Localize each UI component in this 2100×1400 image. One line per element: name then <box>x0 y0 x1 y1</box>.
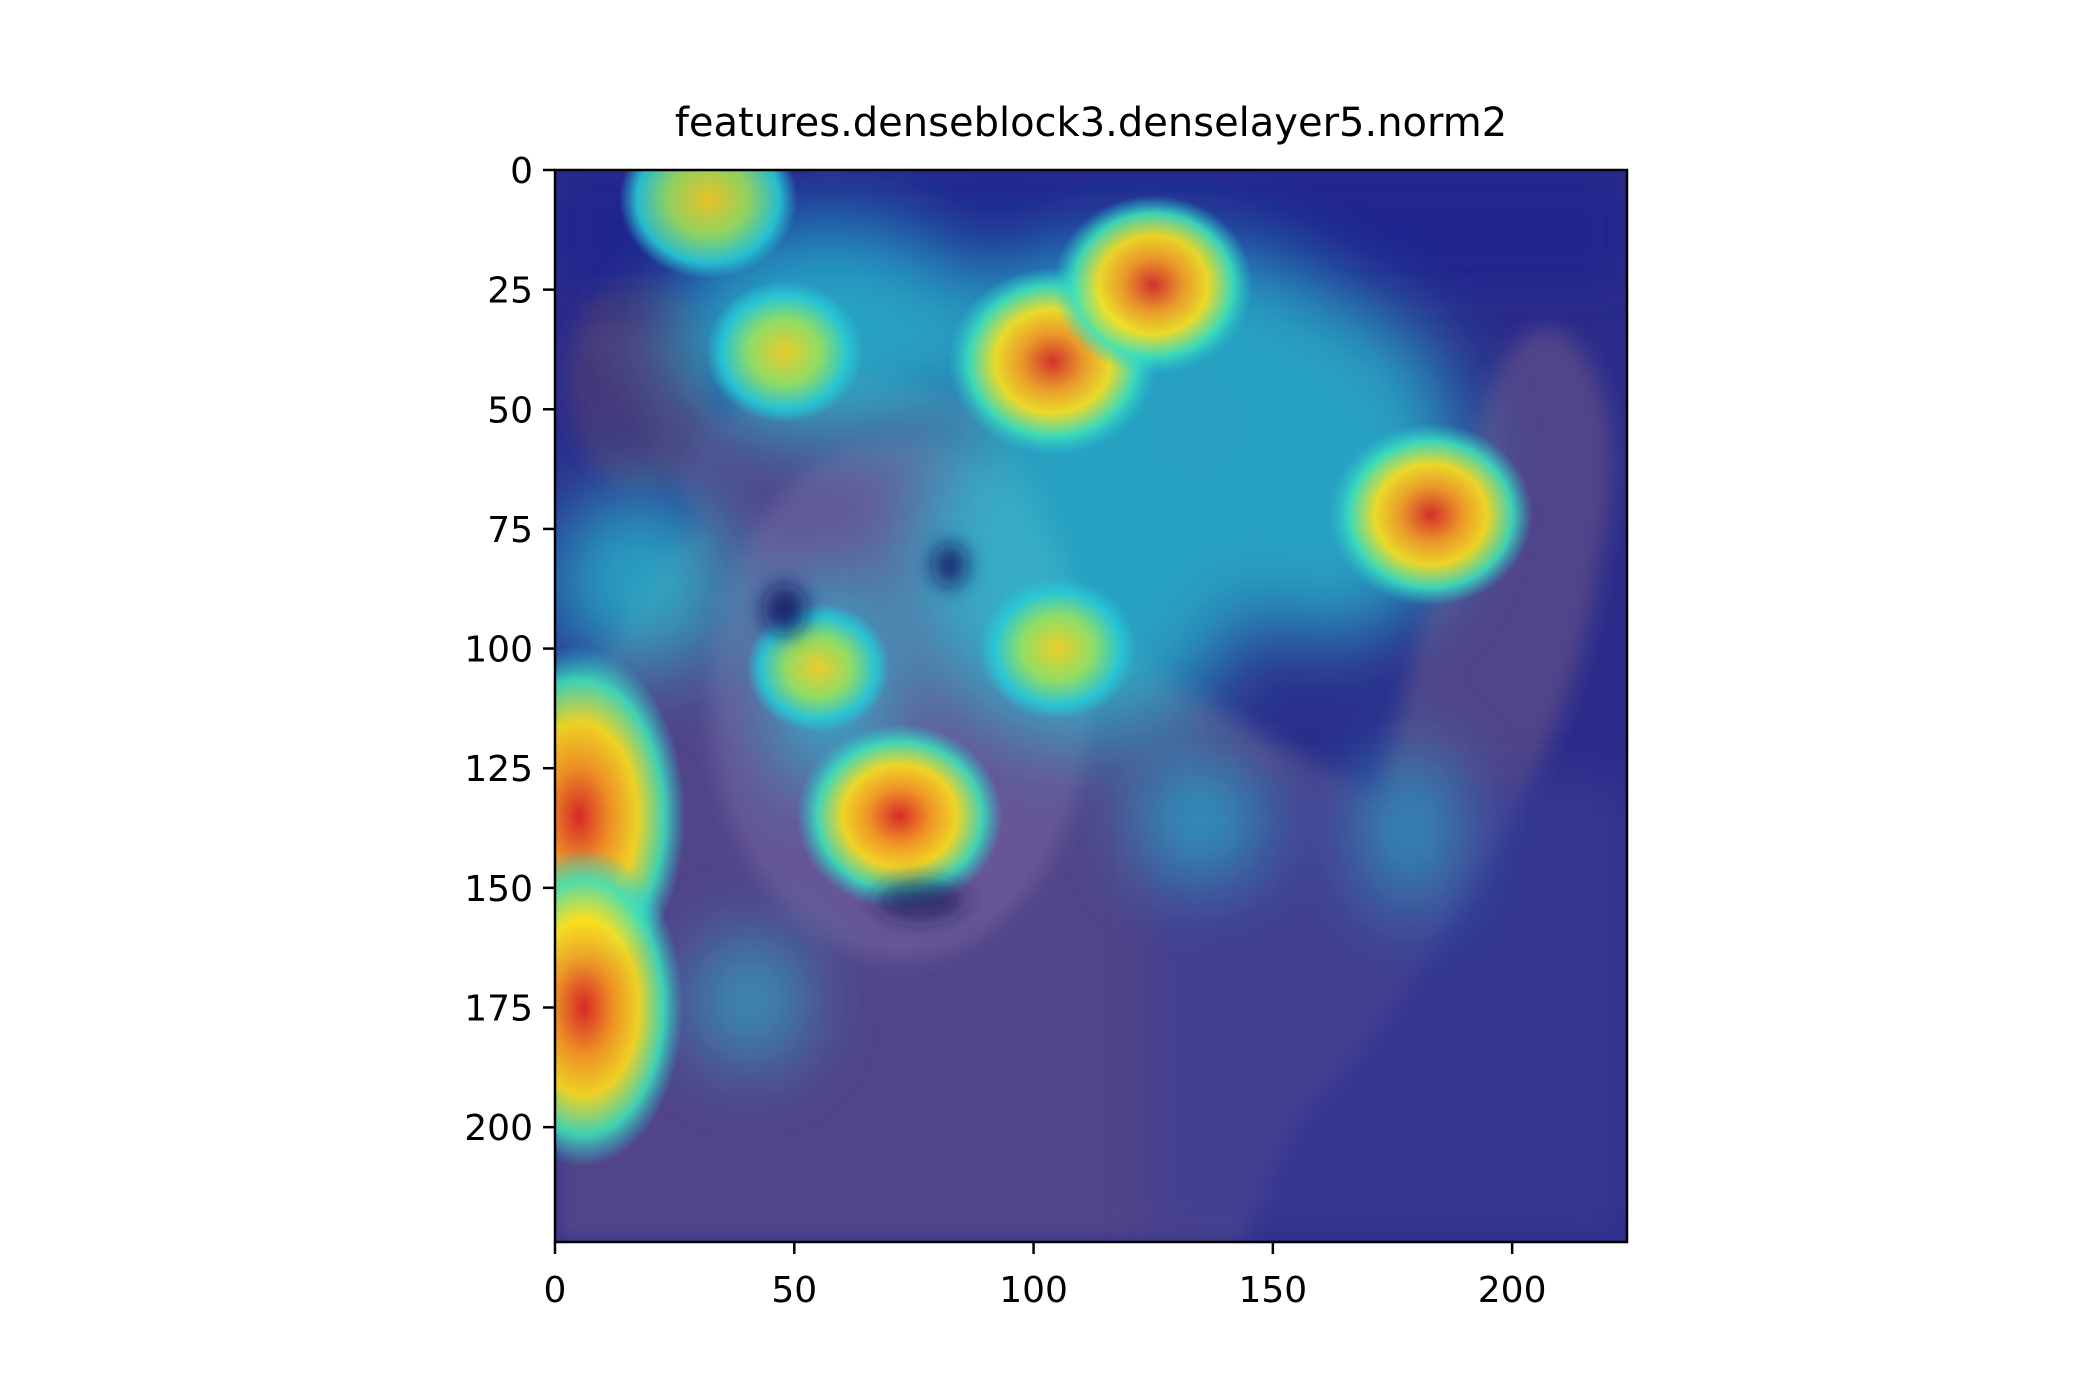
hotspot-9 <box>979 577 1136 720</box>
x-tick-label: 50 <box>771 1270 817 1311</box>
y-axis: 0 25 50 75 100 125 150 175 200 <box>464 151 555 1149</box>
y-tick-label: 150 <box>464 869 533 910</box>
hotspot-5 <box>1053 195 1253 375</box>
y-tick-label: 50 <box>487 390 533 431</box>
y-tick-label: 0 <box>510 151 533 192</box>
y-tick-label: 75 <box>487 510 533 551</box>
y-tick-label: 125 <box>464 749 533 790</box>
x-tick-label: 0 <box>544 1270 567 1311</box>
x-tick-label: 150 <box>1238 1270 1307 1311</box>
y-tick-label: 100 <box>464 630 533 671</box>
y-tick-label: 175 <box>464 989 533 1030</box>
y-tick-label: 200 <box>464 1108 533 1149</box>
heatmap-image <box>555 170 1627 1242</box>
y-tick-label: 25 <box>487 271 533 312</box>
activation-hotspots <box>555 170 1533 1167</box>
x-tick-label: 200 <box>1478 1270 1547 1311</box>
x-tick-label: 100 <box>999 1270 1068 1311</box>
chart-title: features.denseblock3.denselayer5.norm2 <box>675 100 1507 146</box>
x-axis: 0 50 100 150 200 <box>544 1242 1547 1311</box>
hotspot-8 <box>706 281 864 423</box>
hotspot-2 <box>555 848 684 1167</box>
hotspot-6 <box>1329 423 1533 607</box>
plot-frame <box>553 168 1629 1244</box>
hotspot-3 <box>796 723 1003 909</box>
bear-face-details <box>763 543 968 920</box>
hotspot-7 <box>619 170 798 279</box>
